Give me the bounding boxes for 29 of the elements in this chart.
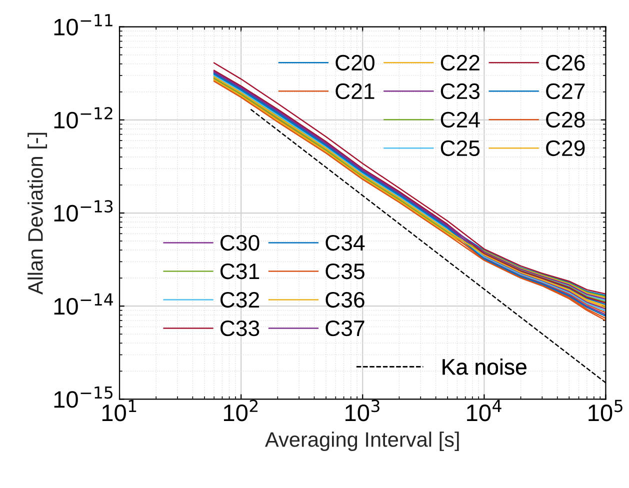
legend-label: C25 [440, 140, 480, 156]
legend-label: C24 [440, 112, 480, 128]
legend-label: C26 [546, 54, 585, 71]
x-tick-label: 10$^{2}$ [224, 400, 258, 422]
legend-label: C31 [220, 263, 260, 280]
x-tick-label: 10$^{5}$ [588, 400, 622, 422]
legend-label: C23 [440, 83, 480, 100]
legend-label: C27 [546, 83, 585, 100]
legend-label: C33 [220, 320, 260, 336]
legend-label: C21 [336, 83, 374, 100]
legend-label: C30 [220, 234, 260, 251]
y-tick-label: 10$^{−14}$ [54, 293, 113, 315]
legend-label: C22 [440, 54, 480, 71]
y-tick-label: 10$^{−11}$ [54, 14, 112, 36]
y-axis-title: Allan Deviation [-] [28, 132, 47, 295]
x-axis-title: Averaging Interval [s] [265, 432, 459, 452]
y-tick-label: 10$^{−12}$ [54, 106, 112, 129]
legend-label: C37 [326, 320, 364, 336]
legend-label: C34 [326, 234, 365, 251]
legend-label: C28 [546, 112, 585, 128]
legend-label: C20 [336, 54, 374, 71]
legend-label: C35 [326, 263, 364, 280]
legend-label: Ka noise [442, 358, 526, 375]
legend-label: C29 [546, 140, 585, 156]
y-tick-label: 10$^{−13}$ [54, 200, 113, 222]
x-tick-label: 10$^{4}$ [467, 400, 502, 422]
x-tick-label: 10$^{3}$ [346, 400, 380, 422]
legend-label: C32 [220, 292, 260, 308]
legend-label: C36 [326, 292, 364, 308]
